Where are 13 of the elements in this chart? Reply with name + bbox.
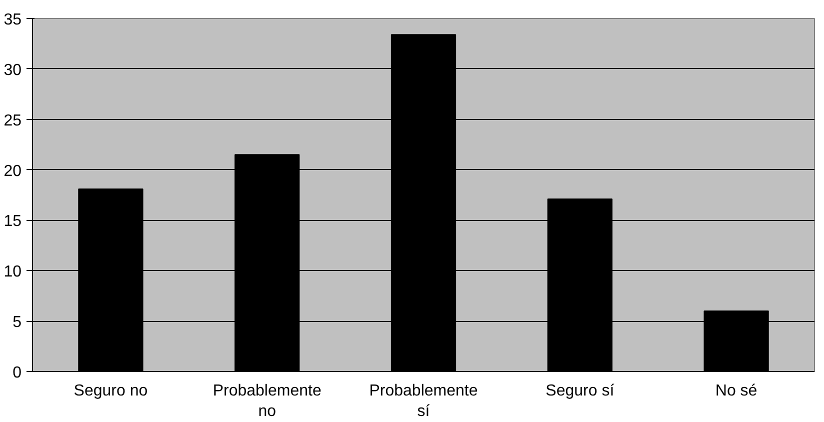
y-tick-label: 5 xyxy=(12,314,22,332)
x-tick-label: Probablemente sí xyxy=(369,382,478,420)
y-tick-label: 20 xyxy=(4,162,22,180)
y-tick-label: 15 xyxy=(4,213,22,230)
y-tick-label: 30 xyxy=(4,62,22,79)
x-tick-label: Seguro no xyxy=(74,382,148,400)
x-tick-label: No sé xyxy=(715,382,758,400)
y-tick-label: 35 xyxy=(4,12,22,28)
x-tick-label: Probablemente no xyxy=(212,382,322,420)
y-tick-label: 25 xyxy=(4,112,22,130)
x-tick-label: Seguro sí xyxy=(546,382,615,400)
y-tick-label: 10 xyxy=(4,264,22,281)
y-tick-label: 0 xyxy=(12,364,22,382)
